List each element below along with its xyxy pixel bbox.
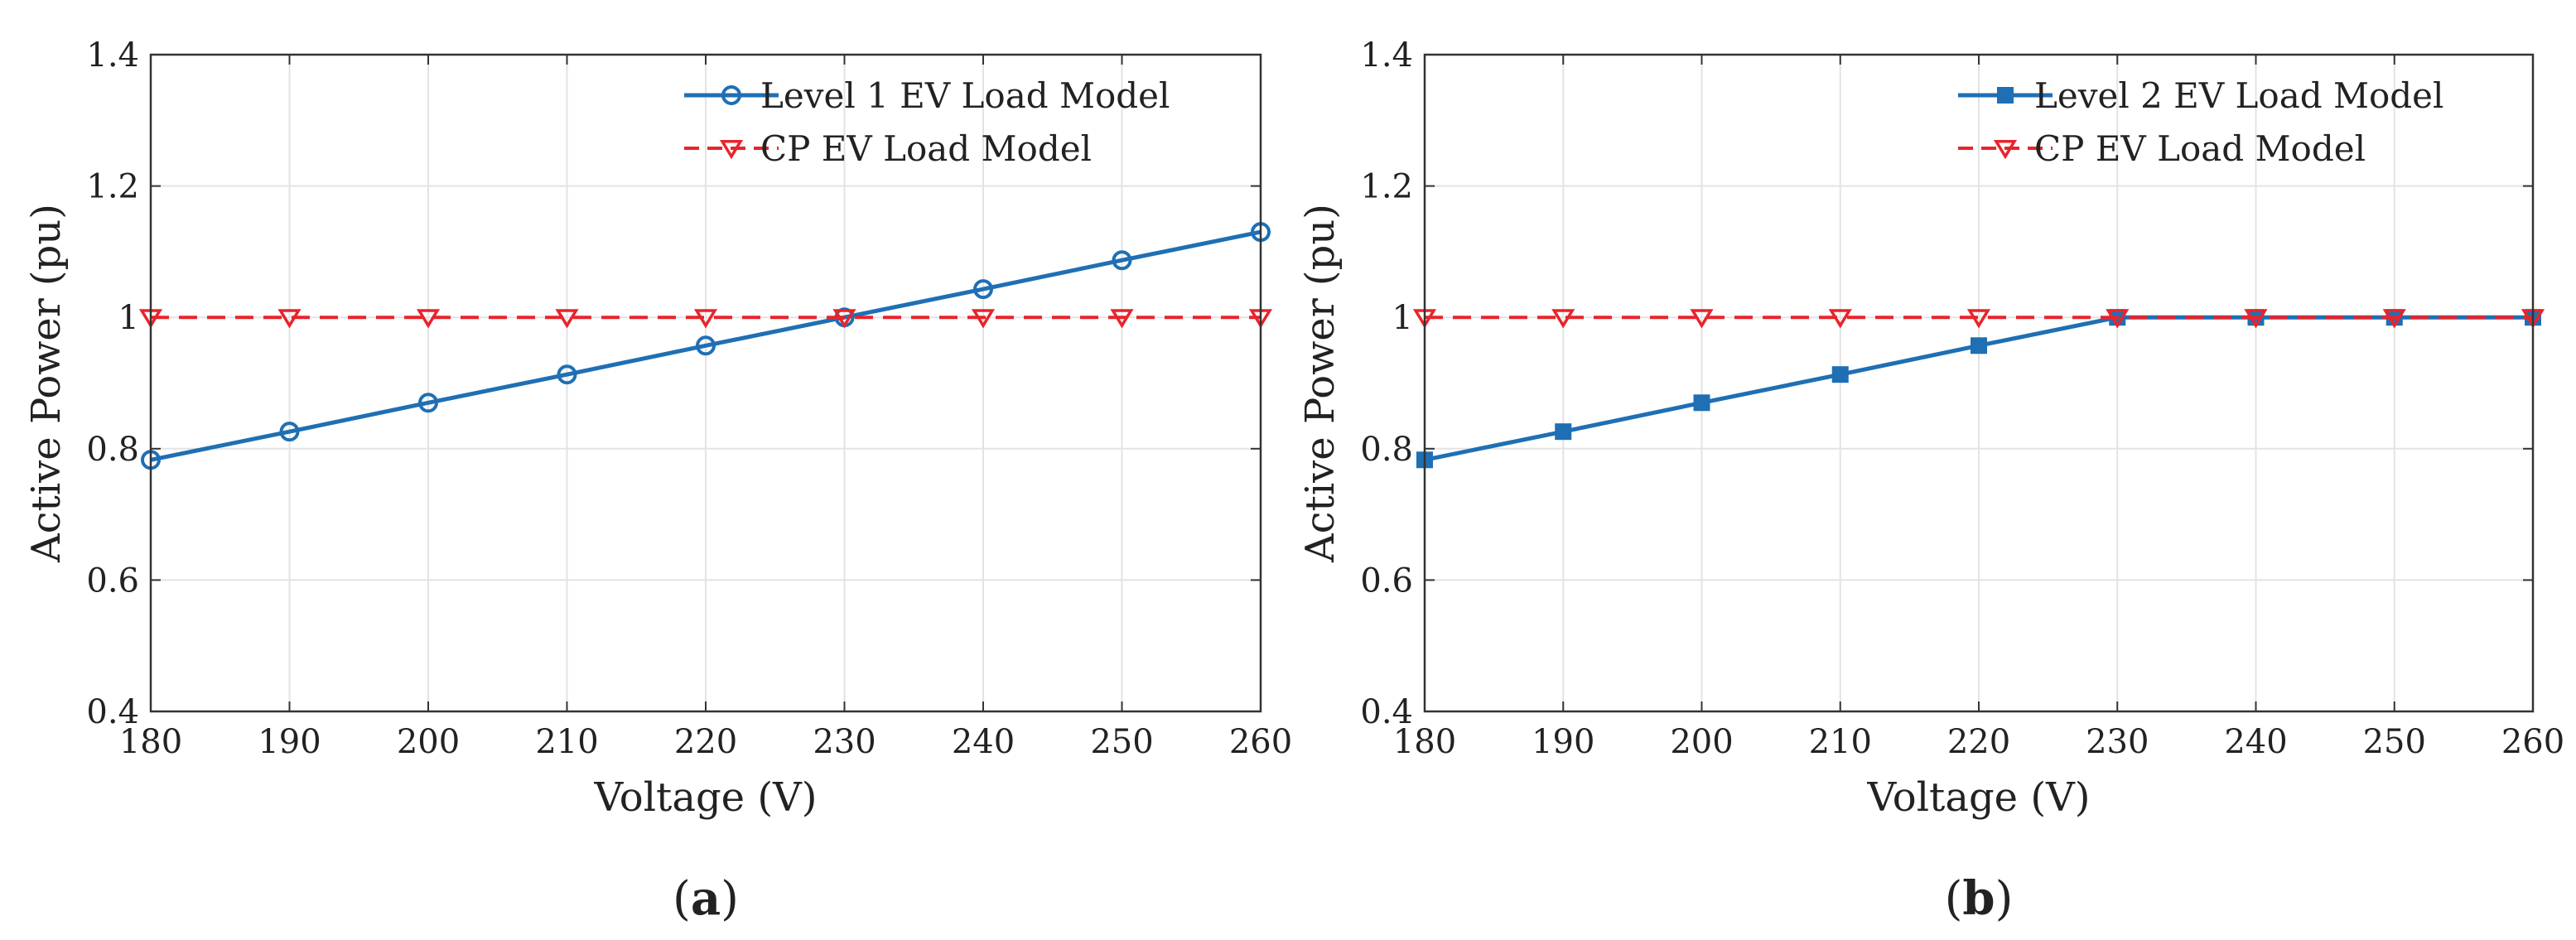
axes-box bbox=[1423, 53, 2535, 713]
data-point bbox=[832, 309, 856, 329]
x-tick-label: 240 bbox=[2224, 723, 2287, 761]
legend-entry: Level 1 EV Load Model bbox=[760, 75, 1170, 116]
x-tick-label: 230 bbox=[813, 723, 876, 761]
y-tick-label: 0.6 bbox=[86, 562, 139, 600]
x-tick-label: 210 bbox=[1809, 723, 1872, 761]
panel-label: (b) bbox=[1945, 871, 2014, 926]
legend-entry: Level 2 EV Load Model bbox=[2034, 75, 2443, 116]
data-point bbox=[555, 309, 579, 329]
data-point bbox=[973, 279, 993, 300]
y-tick-label: 0.4 bbox=[86, 693, 139, 731]
data-point bbox=[971, 309, 996, 329]
chart-panel-b: 180 190 200 210 220 230 240 250 260 0.4 0.6 0.8 1 1.2… bbox=[1297, 36, 2564, 926]
data-point bbox=[1555, 423, 1572, 441]
data-point bbox=[1828, 309, 1852, 329]
y-tick-label: 0.6 bbox=[1360, 562, 1413, 600]
data-point bbox=[1690, 309, 1714, 329]
y-tick-label: 1.4 bbox=[86, 36, 139, 75]
data-point bbox=[416, 309, 441, 329]
data-point bbox=[693, 309, 718, 329]
data-point bbox=[2244, 309, 2268, 329]
legend-marker bbox=[1997, 87, 2014, 104]
y-axis-title: Active Power (pu) bbox=[23, 204, 70, 563]
axes-box bbox=[149, 53, 1262, 713]
legend-marker bbox=[721, 85, 741, 105]
data-point bbox=[279, 422, 300, 442]
data-point bbox=[418, 393, 438, 413]
x-tick-label: 210 bbox=[535, 723, 598, 761]
x-tick-label: 180 bbox=[119, 723, 182, 761]
legend-entry: CP EV Load Model bbox=[760, 128, 1092, 169]
data-point bbox=[557, 364, 577, 385]
x-tick-label: 260 bbox=[1229, 723, 1292, 761]
x-tick-label: 200 bbox=[397, 723, 460, 761]
data-point bbox=[1971, 337, 1987, 354]
panel-label: (a) bbox=[673, 871, 739, 926]
series-line bbox=[150, 229, 1261, 462]
data-point bbox=[1110, 309, 1134, 329]
chart-panel-a: 180 190 200 210 220 230 240 250 260 0.4 0.6 0.8 1 1.2… bbox=[23, 36, 1292, 926]
series-level-2-ev-load-model bbox=[1416, 309, 2541, 469]
y-tick-label: 1.4 bbox=[1360, 36, 1413, 75]
y-tick-label: 0.8 bbox=[1360, 431, 1413, 469]
data-point bbox=[2382, 309, 2406, 329]
x-axis-title: Voltage (V) bbox=[594, 774, 818, 821]
y-tick-label: 1.2 bbox=[86, 168, 139, 206]
x-tick-label: 250 bbox=[2363, 723, 2426, 761]
data-point bbox=[2106, 309, 2130, 329]
x-tick-label: 230 bbox=[2086, 723, 2149, 761]
y-tick-label: 1 bbox=[118, 299, 139, 337]
x-tick-label: 260 bbox=[2501, 723, 2564, 761]
y-tick-label: 1.2 bbox=[1360, 168, 1413, 206]
legend-entry: CP EV Load Model bbox=[2034, 128, 2366, 169]
x-tick-label: 200 bbox=[1670, 723, 1733, 761]
data-point bbox=[1551, 309, 1575, 329]
x-tick-label: 250 bbox=[1090, 723, 1153, 761]
x-tick-label: 190 bbox=[258, 723, 321, 761]
data-point bbox=[277, 309, 301, 329]
y-tick-label: 0.8 bbox=[86, 431, 139, 469]
x-tick-label: 180 bbox=[1393, 723, 1456, 761]
x-tick-label: 220 bbox=[1947, 723, 2010, 761]
x-tick-label: 220 bbox=[674, 723, 737, 761]
data-point bbox=[1693, 394, 1710, 412]
data-point bbox=[696, 335, 716, 356]
data-point bbox=[1831, 366, 1849, 383]
data-point bbox=[1966, 309, 1991, 329]
y-tick-label: 0.4 bbox=[1360, 693, 1413, 731]
legend-marker bbox=[1993, 140, 2018, 160]
legend: Level 2 EV Load Model CP EV Load Model bbox=[1958, 75, 2443, 169]
data-point bbox=[1112, 250, 1132, 271]
legend-marker bbox=[719, 140, 744, 160]
x-tick-label: 240 bbox=[952, 723, 1015, 761]
x-axis-title: Voltage (V) bbox=[1867, 774, 2091, 821]
series-cp-ev-load-model bbox=[1412, 309, 2545, 329]
legend: Level 1 EV Load Model CP EV Load Model bbox=[684, 75, 1170, 169]
x-tick-label: 190 bbox=[1532, 723, 1594, 761]
y-axis-title: Active Power (pu) bbox=[1297, 204, 1343, 563]
y-tick-label: 1 bbox=[1392, 299, 1413, 337]
